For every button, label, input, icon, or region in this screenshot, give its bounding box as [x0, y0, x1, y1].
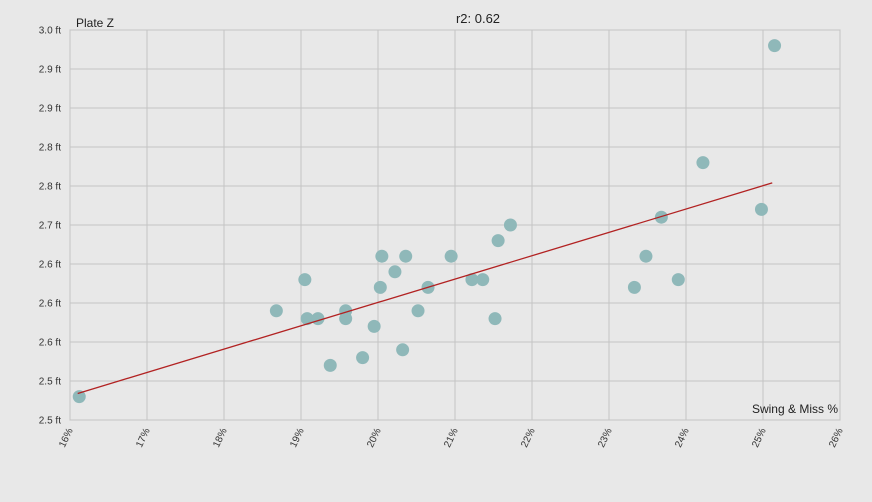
- x-tick-label: 17%: [134, 427, 152, 450]
- data-point[interactable]: [768, 39, 782, 53]
- data-points: [72, 39, 782, 404]
- y-tick-label: 2.6 ft: [39, 299, 61, 310]
- data-point[interactable]: [491, 234, 505, 248]
- y-tick-label: 3.0 ft: [39, 26, 61, 37]
- x-axis-ticks: 16% 17% 18% 19% 20% 21% 22% 23% 24% 25% 26%: [57, 427, 845, 450]
- data-point[interactable]: [72, 390, 86, 404]
- x-tick-label: 19%: [288, 427, 306, 450]
- data-point[interactable]: [488, 312, 502, 326]
- data-point[interactable]: [627, 280, 641, 294]
- y-tick-label: 2.9 ft: [39, 104, 61, 115]
- y-axis-ticks: 2.5 ft 2.5 ft 2.6 ft 2.6 ft 2.6 ft 2.7 ft 2.8 …: [39, 26, 61, 427]
- data-point[interactable]: [269, 304, 283, 318]
- y-tick-label: 2.8 ft: [39, 182, 61, 193]
- x-axis-label: Swing & Miss %: [752, 402, 838, 416]
- data-point[interactable]: [298, 273, 312, 287]
- y-tick-label: 2.6 ft: [39, 338, 61, 349]
- data-point[interactable]: [754, 202, 768, 216]
- y-tick-label: 2.9 ft: [39, 65, 61, 76]
- data-point[interactable]: [476, 273, 490, 287]
- y-axis-label: Plate Z: [76, 16, 114, 30]
- chart-title: r2: 0.62: [456, 11, 500, 26]
- data-point[interactable]: [671, 273, 685, 287]
- y-tick-label: 2.6 ft: [39, 260, 61, 271]
- data-point[interactable]: [639, 249, 653, 263]
- x-tick-label: 24%: [673, 427, 691, 450]
- x-tick-label: 23%: [596, 427, 614, 450]
- x-tick-label: 18%: [211, 427, 229, 450]
- y-tick-label: 2.7 ft: [39, 221, 61, 232]
- data-point[interactable]: [356, 351, 370, 365]
- data-point[interactable]: [375, 249, 389, 263]
- y-tick-label: 2.5 ft: [39, 377, 61, 388]
- trend-line: [77, 182, 773, 395]
- data-point[interactable]: [339, 312, 353, 326]
- x-tick-label: 16%: [57, 427, 75, 450]
- data-point[interactable]: [411, 304, 425, 318]
- x-tick-label: 22%: [519, 427, 537, 450]
- data-point[interactable]: [367, 319, 381, 333]
- x-tick-label: 20%: [365, 427, 383, 450]
- y-tick-label: 2.5 ft: [39, 416, 61, 427]
- data-point[interactable]: [696, 156, 710, 170]
- grid: [69, 29, 841, 421]
- data-point[interactable]: [300, 312, 314, 326]
- data-point[interactable]: [396, 343, 410, 357]
- data-point[interactable]: [373, 280, 387, 294]
- data-point[interactable]: [323, 358, 337, 372]
- x-tick-label: 25%: [750, 427, 768, 450]
- x-tick-label: 21%: [442, 427, 460, 450]
- data-point[interactable]: [654, 210, 668, 224]
- y-tick-label: 2.8 ft: [39, 143, 61, 154]
- data-point[interactable]: [444, 249, 458, 263]
- trend-line-group: [77, 182, 773, 395]
- data-point[interactable]: [465, 273, 479, 287]
- data-point[interactable]: [399, 249, 413, 263]
- data-point[interactable]: [388, 265, 402, 279]
- data-point[interactable]: [503, 218, 517, 232]
- x-tick-label: 26%: [827, 427, 845, 450]
